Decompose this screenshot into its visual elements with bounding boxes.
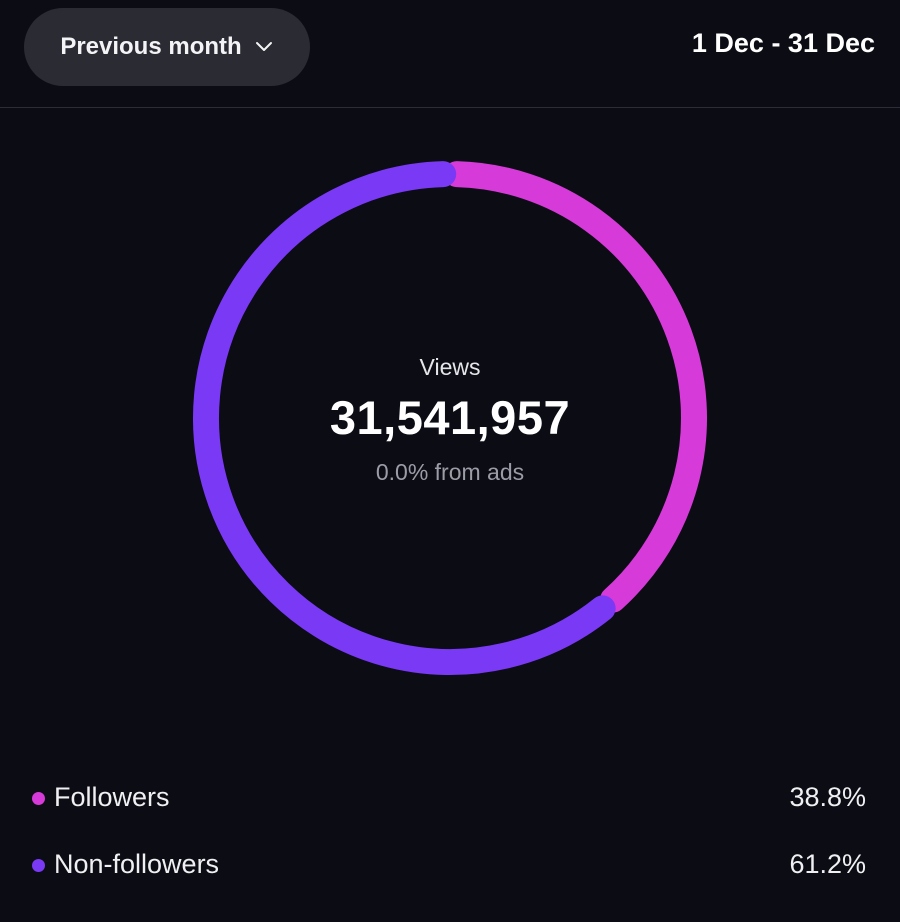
donut-segment-non-followers bbox=[193, 161, 616, 675]
legend-value-followers: 38.8% bbox=[789, 782, 866, 812]
donut-svg bbox=[193, 161, 707, 675]
legend-label-non-followers: Non-followers bbox=[54, 849, 220, 879]
views-label: Views bbox=[419, 354, 481, 380]
non-followers-dot-icon bbox=[32, 859, 45, 872]
legend-item-followers: Followers 38.8% bbox=[0, 778, 900, 818]
date-range: 1 Dec - 31 Dec bbox=[691, 28, 875, 58]
header-bar: Previous month 1 Dec - 31 Dec bbox=[0, 0, 900, 108]
views-donut-chart: Views 31,541,957 0.0% from ads bbox=[0, 107, 900, 747]
period-dropdown-label: Previous month bbox=[60, 33, 242, 60]
donut-segment-followers bbox=[443, 161, 707, 613]
legend-value-non-followers: 61.2% bbox=[789, 849, 866, 879]
period-dropdown-button[interactable]: Previous month bbox=[24, 8, 310, 86]
legend-label-followers: Followers bbox=[54, 782, 170, 812]
followers-dot-icon bbox=[32, 792, 45, 805]
ads-note: 0.0% from ads bbox=[375, 459, 525, 485]
chevron-down-icon bbox=[254, 37, 274, 57]
legend-item-non-followers: Non-followers 61.2% bbox=[0, 845, 900, 885]
views-total: 31,541,957 bbox=[329, 391, 571, 444]
